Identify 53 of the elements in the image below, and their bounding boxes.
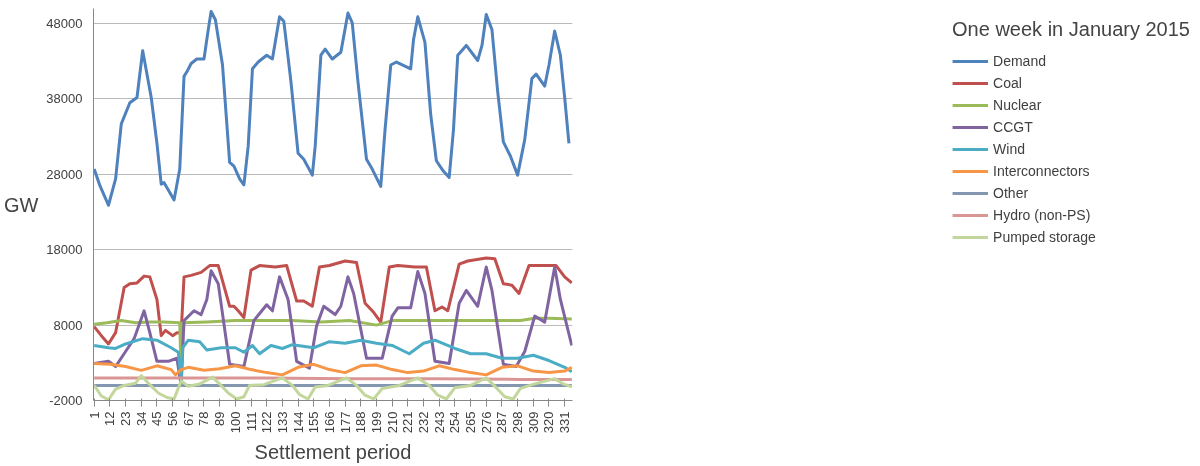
x-tick-label: 188 [353, 411, 369, 434]
legend-label: Coal [993, 75, 1022, 91]
x-tick-label: 89 [212, 411, 228, 426]
x-tick-label: 133 [274, 411, 290, 434]
x-tick-label: 45 [149, 411, 165, 426]
legend-label: Demand [993, 53, 1046, 69]
line-series [93, 362, 573, 377]
x-tick-label: 100 [227, 411, 243, 434]
x-tick-label: 144 [290, 411, 306, 434]
x-tick-label: 276 [478, 411, 494, 434]
legend-title: One week in January 2015 [952, 18, 1190, 41]
x-tick-label: 1 [86, 411, 102, 419]
legend-label: Nuclear [993, 97, 1042, 113]
x-tick-label: 155 [306, 411, 322, 434]
x-tick-label: 221 [400, 411, 416, 434]
x-tick-label: 166 [321, 411, 337, 434]
x-tick-label: 122 [259, 411, 275, 434]
line-series [93, 10, 571, 207]
x-tick-label: 56 [165, 411, 181, 426]
y-tick-label: 18000 [46, 242, 83, 258]
y-tick-label: -2000 [49, 393, 83, 408]
legend-label: Wind [993, 141, 1025, 157]
legend-label: Hydro (non-PS) [993, 207, 1091, 223]
legend-label: CCGT [993, 119, 1033, 135]
x-tick-label: 78 [196, 411, 212, 426]
y-axis-title: GW [3, 193, 39, 216]
x-tick-label: 177 [337, 411, 353, 434]
legend-label: Pumped storage [993, 229, 1096, 245]
x-tick-label: 298 [510, 411, 526, 434]
x-tick-label: 287 [494, 411, 510, 434]
legend-label: Interconnectors [993, 163, 1090, 179]
legend-label: Other [993, 185, 1029, 201]
x-tick-label: 210 [384, 411, 400, 434]
x-tick-label: 232 [416, 411, 432, 434]
x-tick-label: 67 [180, 411, 196, 426]
x-tick-label: 309 [525, 411, 541, 434]
y-tick-label: 48000 [46, 16, 83, 32]
x-tick-label: 23 [118, 411, 134, 426]
x-tick-label: 12 [102, 411, 118, 426]
x-tick-label: 111 [243, 411, 259, 432]
line-series [93, 337, 573, 383]
x-tick-label: 34 [133, 411, 149, 426]
x-axis-title: Settlement period [254, 441, 412, 464]
x-tick-label: 199 [368, 411, 384, 434]
x-tick-label: 331 [557, 411, 573, 434]
x-tick-label: 320 [541, 411, 557, 434]
y-tick-label: 38000 [46, 91, 83, 107]
x-tick-label: 265 [463, 411, 479, 434]
y-tick-label: 8000 [53, 317, 83, 333]
line-series [93, 256, 573, 346]
x-tick-label: 254 [447, 411, 463, 434]
x-tick-label: 243 [431, 411, 447, 434]
y-tick-label: 28000 [46, 166, 83, 182]
